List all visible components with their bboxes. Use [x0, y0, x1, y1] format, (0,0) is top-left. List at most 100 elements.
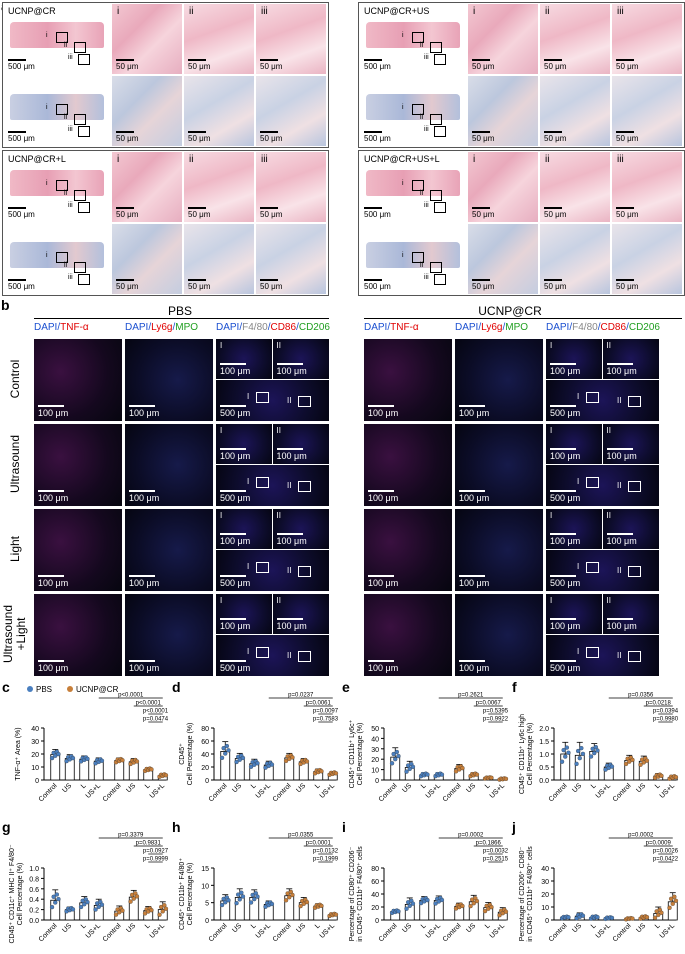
panel-label: e — [342, 679, 350, 695]
p-value-label: p=0.2515 — [483, 857, 509, 863]
group-title-ucnp: UCNP@CR — [478, 304, 542, 318]
fluorescence-image: 100 μm — [34, 594, 122, 676]
data-point — [453, 769, 459, 774]
y-tick-label: 20 — [371, 905, 379, 912]
scale-bar: 100 μm — [129, 405, 160, 418]
y-tick-label: 10 — [371, 768, 379, 775]
zoom-image: 50 μm — [256, 224, 326, 294]
p-value-label: p=0.0026 — [653, 849, 679, 855]
roi-label: i — [46, 252, 48, 259]
x-tick-label: US+L — [595, 922, 613, 940]
overview-image: UCNP@CR+L i ii iii 500 μm — [4, 152, 110, 222]
x-tick-label: Control — [272, 782, 293, 803]
fluorescence-image: 100 μm — [125, 509, 213, 591]
roi-label: I — [577, 647, 580, 656]
zoom-label: II — [276, 596, 281, 605]
zoom-image: 50 μm — [540, 76, 610, 146]
data-point — [638, 762, 643, 767]
roi-box — [256, 647, 269, 658]
scale-bar: 100 μm — [220, 618, 251, 631]
legend-dot-ucnp — [67, 686, 73, 692]
roi-box — [56, 252, 68, 263]
p-value-label: p=0.0394 — [653, 709, 679, 715]
y-tick-label: 0 — [545, 918, 549, 925]
x-tick-label: US+L — [425, 782, 443, 800]
scale-bar: 100 μm — [220, 363, 251, 376]
data-point — [404, 769, 409, 774]
overview-image: i ii iii 500 μm — [4, 76, 110, 146]
zoom-label: iii — [617, 154, 624, 165]
scale-bar: 500 μm — [220, 660, 251, 673]
roi-box — [298, 481, 311, 492]
group-title: UCNP@CR — [8, 6, 56, 16]
x-tick-label: L — [314, 922, 322, 930]
roi-label: ii — [64, 114, 68, 121]
zoom-image: ii 50 μm — [184, 4, 254, 74]
data-point — [667, 905, 672, 910]
fluorescence-image: 100 μm — [364, 509, 452, 591]
data-point — [240, 755, 246, 761]
roi-box — [78, 54, 90, 65]
fluorescence-image: 100 μm — [455, 594, 543, 676]
data-point — [577, 756, 582, 761]
x-tick-label: US — [295, 782, 307, 794]
data-point — [393, 757, 398, 762]
panel-label: h — [172, 819, 181, 835]
scale-bar: 100 μm — [38, 490, 69, 503]
data-point — [319, 903, 324, 909]
zoom-image: 50 μm — [612, 76, 682, 146]
x-tick-label: US — [465, 922, 477, 934]
data-point — [439, 897, 445, 903]
data-point — [425, 897, 430, 903]
y-tick-label: 30 — [31, 739, 39, 746]
y-tick-label: 20 — [371, 757, 379, 764]
data-point — [394, 749, 399, 755]
zoom-image: ii 50 μm — [540, 152, 610, 222]
zoom-label: iii — [261, 154, 268, 165]
scale-bar: 50 μm — [616, 59, 639, 71]
roi-box — [56, 180, 68, 191]
scale-bar: 100 μm — [276, 533, 307, 546]
stain-header: DAPI/F4/80/CD86/CD206 — [546, 322, 660, 333]
data-point — [644, 915, 650, 920]
p-value-label: p=0.0218 — [646, 701, 672, 707]
scale-bar: 100 μm — [38, 660, 69, 673]
fluorescence-image: 100 μm — [34, 339, 122, 421]
data-point — [78, 904, 84, 910]
zoom-label: II — [606, 426, 611, 435]
x-tick-label: L — [590, 922, 598, 930]
roi-box — [628, 566, 641, 577]
group-divider — [364, 318, 682, 319]
zoom-image: 50 μm — [540, 224, 610, 294]
zoom-label: iii — [617, 6, 624, 17]
data-point — [659, 773, 664, 778]
scale-bar: 100 μm — [38, 405, 69, 418]
histology-group: UCNP@CR+US+L i ii iii 500 μm i 50 μm ii 50 μm iii… — [358, 150, 685, 296]
zoom-label: II — [276, 341, 281, 350]
roi-box — [586, 647, 599, 658]
data-point — [149, 908, 154, 913]
legend-label-ucnp: UCNP@CR — [76, 685, 119, 694]
tissue-section — [10, 242, 104, 268]
scale-bar: 500 μm — [364, 279, 391, 291]
data-point — [407, 903, 412, 908]
group-title: UCNP@CR+L — [8, 154, 66, 164]
x-tick-label: US+L — [255, 782, 273, 800]
y-tick-label: 0 — [375, 918, 379, 925]
p-value-label: p=0.1999 — [313, 857, 339, 863]
overview-image: UCNP@CR i ii iii 500 μm — [4, 4, 110, 74]
scale-bar: 50 μm — [116, 207, 139, 219]
zoom-image: 50 μm — [112, 76, 182, 146]
p-value-label: p=0.0002 — [628, 833, 654, 839]
scale-bar: 50 μm — [616, 279, 639, 291]
zoom-image: 50 μm — [468, 76, 538, 146]
data-point — [460, 903, 465, 909]
zoom-label: iii — [261, 6, 268, 17]
roi-box — [586, 562, 599, 573]
data-point — [134, 894, 140, 899]
zoom-II-image: II 100 μm — [272, 594, 329, 634]
chart-i: i 0 20 40 60 80 Percentage of CD80⁺ CD206⁻ in C… — [342, 819, 509, 943]
roi-label: i — [46, 32, 48, 39]
zoom-image: 50 μm — [468, 224, 538, 294]
scale-bar: 100 μm — [550, 448, 581, 461]
